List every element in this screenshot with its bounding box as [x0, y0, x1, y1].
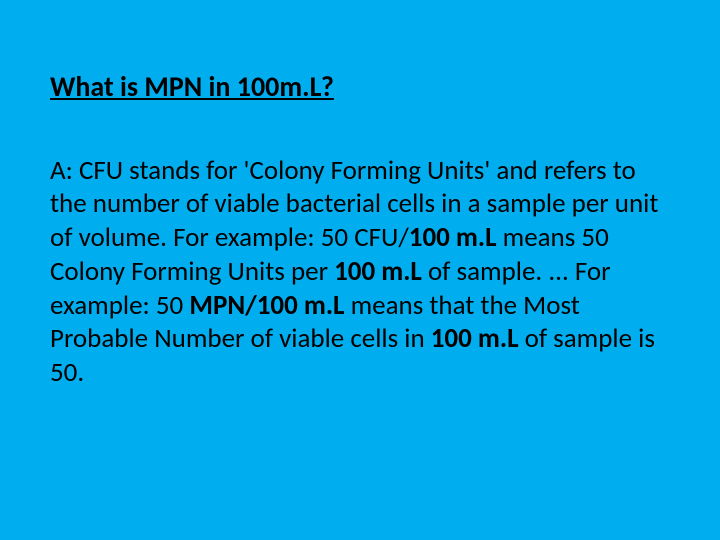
body-bold-1: 100 m.L: [409, 221, 497, 254]
body-bold-3: MPN/100 m.L: [189, 289, 344, 322]
body-bold-4: 100 m.L: [431, 322, 519, 355]
slide-body: A: CFU stands for 'Colony Forming Units'…: [50, 154, 670, 390]
slide-heading: What is MPN in 100m.L?: [50, 70, 670, 104]
body-bold-2: 100 m.L: [334, 255, 422, 288]
